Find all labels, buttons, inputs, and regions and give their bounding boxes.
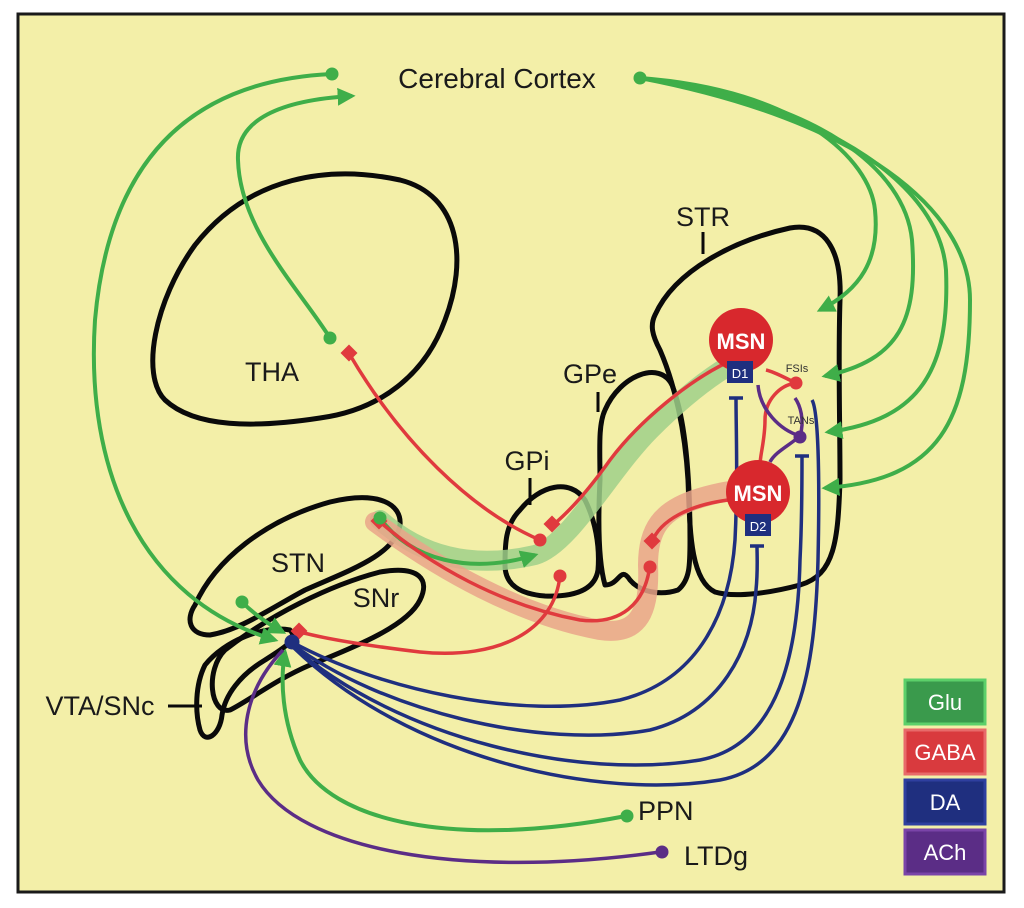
legend-da-box [903,778,987,826]
stn-region [187,495,403,638]
gaba-fsis-to-msn [758,381,797,466]
glu-origin-stn-2 [235,595,249,609]
gaba-gpi-to-vta [299,574,562,655]
tans-cell [793,430,807,444]
msn-d2-label: MSN [734,481,783,506]
gaba-terminal-gpe [643,532,661,550]
ach-ltdg-to-vta [244,648,661,865]
legend-glu-box [903,678,987,726]
snr-region [209,567,427,713]
legend-ach-box [903,828,987,876]
d2-label: D2 [750,519,767,534]
tans-label: TANs [788,415,815,427]
glu-tha-to-cortex [235,87,356,340]
glu-cortex-to-str-4 [639,76,973,496]
gaba-gpi-to-tha [348,354,541,542]
gaba-terminal-gpi [543,515,561,533]
stn-label: STN [271,548,325,578]
gaba-origin-gpi [533,533,547,547]
glu-cortex-to-str-2 [639,76,916,382]
da-source-vta [284,634,300,650]
glu-origin-cortex-left [325,67,339,81]
d1-label: D1 [732,366,749,381]
gaba-msn1-to-gpi [551,360,729,527]
legend: Glu GABA DA ACh [903,678,987,876]
glu-origin-stn [373,511,387,525]
glu-ppn-to-vta [273,648,627,833]
ach-origin-ltdg [655,845,669,859]
msn-d1-label: MSN [717,329,766,354]
gpi-label: GPi [504,446,549,476]
legend-gaba-box [903,728,987,776]
vta-snc-label: VTA/SNc [45,691,154,721]
ppn-label: PPN [638,796,694,826]
cortex-label: Cerebral Cortex [398,63,596,94]
tha-label: THA [245,357,299,387]
legend-da-label: DA [930,790,961,815]
tha-region [150,171,460,427]
glu-origin-cortex-right [633,71,647,85]
gaba-origin-gpi-2 [553,569,567,583]
ltdg-label: LTDg [684,841,748,871]
glu-origin-ppn [620,809,634,823]
gaba-terminal-tha [340,344,358,362]
fsis-cell [789,376,803,390]
d1-receptor [727,361,753,383]
glu-cortex-to-vta [91,72,333,645]
str-label: STR [676,202,730,232]
glu-origin-tha [323,331,337,345]
snr-label: SNr [353,583,400,613]
da-vta-to-d2 [290,545,759,737]
da-vta-to-tans [290,455,804,767]
da-vta-to-fsis [292,399,821,787]
d2-receptor [745,514,771,536]
fsis-label: FSIs [786,363,809,375]
glow-d1-pathway [370,355,740,571]
legend-gaba-label: GABA [914,740,975,765]
msn-d2-cell [726,460,790,524]
msn-d1-cell [709,308,773,372]
gaba-gpe-to-stn [378,520,652,623]
glu-cortex-to-str-3 [639,76,949,440]
gaba-origin-gpe [643,560,657,574]
gpe-label: GPe [563,359,617,389]
legend-ach-label: ACh [924,840,967,865]
legend-glu-label: Glu [928,690,962,715]
